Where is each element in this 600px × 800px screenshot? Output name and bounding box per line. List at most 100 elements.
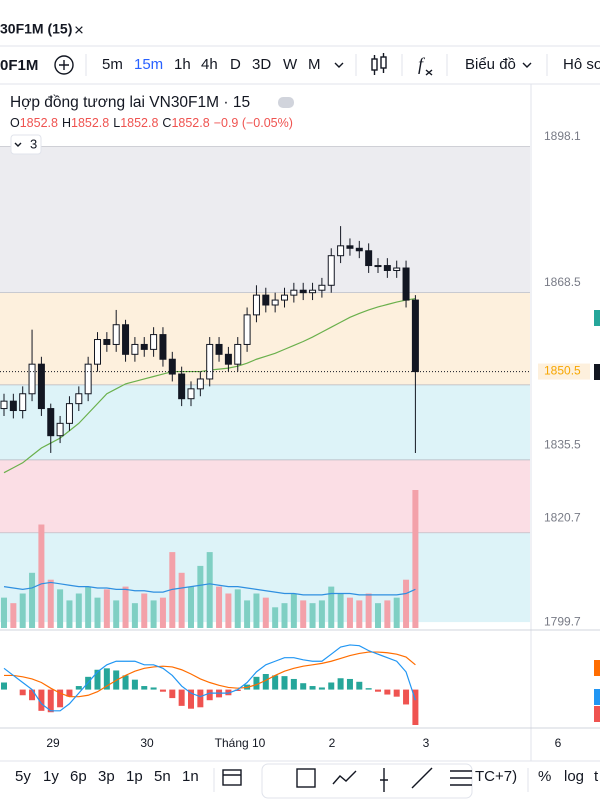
range-button[interactable]: 1n — [182, 768, 199, 785]
candle-body — [178, 373, 186, 400]
volume-bar — [225, 593, 232, 628]
last-price-badge — [538, 363, 590, 380]
macd-histogram — [403, 689, 410, 705]
macd-histogram — [300, 683, 307, 690]
candle-body — [103, 339, 111, 345]
macd-histogram — [122, 675, 129, 690]
tab-title[interactable]: 30F1M (15) — [0, 21, 72, 37]
candle-body — [150, 334, 158, 350]
macd-histogram — [318, 687, 325, 690]
interval-button[interactable]: 3D — [252, 56, 271, 73]
log-toggle[interactable]: log — [564, 768, 584, 785]
macd-histogram — [234, 689, 241, 691]
volume-bar — [346, 597, 353, 628]
candle-body — [0, 400, 8, 410]
range-button[interactable]: 1p — [126, 768, 143, 785]
volume-bar — [356, 600, 363, 628]
interval-button[interactable]: M — [308, 56, 321, 73]
candle-style-icon[interactable] — [371, 53, 387, 75]
scale-marker — [594, 706, 600, 722]
x-tick-label: 2 — [329, 736, 336, 750]
timezone[interactable]: TC+7) — [475, 768, 517, 785]
candle-body — [168, 358, 176, 375]
macd-histogram — [197, 689, 204, 708]
interval-button[interactable]: 15m — [134, 56, 163, 73]
macd-histogram — [94, 669, 101, 690]
volume-bar — [403, 579, 410, 628]
range-button[interactable]: 5n — [154, 768, 171, 785]
candle-body — [252, 294, 260, 316]
macd-histogram — [384, 689, 391, 695]
y-tick-label: 1898.1 — [544, 129, 581, 143]
interval-button[interactable]: 5m — [102, 56, 123, 73]
range-button[interactable]: 1y — [43, 768, 59, 785]
volume-bar — [318, 600, 325, 628]
candle-body — [299, 289, 307, 294]
range-button[interactable]: 5y — [15, 768, 31, 785]
ohlc-label: L — [113, 116, 120, 130]
interval-button[interactable]: 4h — [201, 56, 218, 73]
macd-histogram — [38, 689, 45, 711]
macd-histogram — [66, 689, 73, 697]
volume-bar — [94, 597, 101, 628]
candle-body — [402, 267, 410, 301]
x-tick-label: 3 — [423, 736, 430, 750]
tab-close[interactable]: × — [74, 20, 84, 39]
add-symbol[interactable] — [54, 55, 74, 75]
candle-body — [337, 245, 345, 257]
toolbar-cut-label[interactable]: Hô so — [563, 56, 600, 73]
line — [4, 651, 416, 698]
volume-bar — [122, 586, 129, 628]
interval-button[interactable]: D — [230, 56, 241, 73]
candle-body — [327, 255, 335, 286]
legend-toggle[interactable] — [278, 97, 294, 108]
range-button[interactable]: 6p — [70, 768, 87, 785]
interval-more[interactable] — [334, 62, 344, 68]
volume-bar — [178, 572, 185, 628]
goto-date-icon[interactable] — [222, 769, 242, 786]
x-tick-label: 29 — [46, 736, 60, 750]
ohlc-change: −0.9 (−0.05%) — [214, 116, 293, 130]
candle-body — [290, 289, 298, 296]
auto-toggle[interactable]: t — [594, 768, 599, 785]
macd-histogram — [375, 689, 381, 692]
range-button[interactable]: 3p — [98, 768, 115, 785]
legend-collapse[interactable] — [10, 134, 42, 155]
chart-menu[interactable]: Biểu đồ — [465, 56, 516, 73]
candle-body — [346, 245, 354, 249]
volume-bar — [159, 597, 166, 628]
ohlc-label: O — [10, 116, 20, 130]
candle-body — [196, 378, 204, 390]
volume-bar — [131, 603, 138, 628]
candle-body — [112, 324, 120, 345]
volume-bar — [188, 586, 194, 628]
volume-bar — [290, 593, 297, 628]
candle-body — [122, 324, 130, 355]
ohlc-value: 1852.8 — [71, 116, 109, 130]
volume-bar — [197, 565, 204, 628]
percent-toggle[interactable]: % — [538, 768, 551, 785]
candle-body — [411, 299, 419, 373]
symbol[interactable]: 0F1M — [0, 57, 38, 74]
volume-bar — [365, 593, 372, 628]
candle-body — [9, 400, 17, 412]
volume-bar — [281, 603, 288, 628]
volume-bar — [384, 600, 391, 628]
interval-button[interactable]: W — [283, 56, 298, 73]
drawing-icons[interactable] — [296, 767, 472, 792]
range-group: 5y 1y 6p 3p 1p 5n 1n — [15, 768, 199, 785]
volume-bar — [141, 593, 148, 628]
macd-histogram — [169, 689, 176, 699]
macd-histogram — [150, 687, 157, 690]
candle-body — [65, 403, 73, 424]
volume-bar — [216, 586, 223, 628]
volume-bar — [375, 603, 381, 628]
volume-bar — [19, 593, 26, 628]
legend-collapse-count: 3 — [30, 136, 37, 151]
macd-histogram — [281, 676, 288, 690]
candle-body — [28, 363, 36, 395]
interval-button[interactable]: 1h — [174, 56, 191, 73]
macd-histogram — [141, 686, 148, 690]
indicators-icon[interactable]: f — [418, 54, 426, 74]
